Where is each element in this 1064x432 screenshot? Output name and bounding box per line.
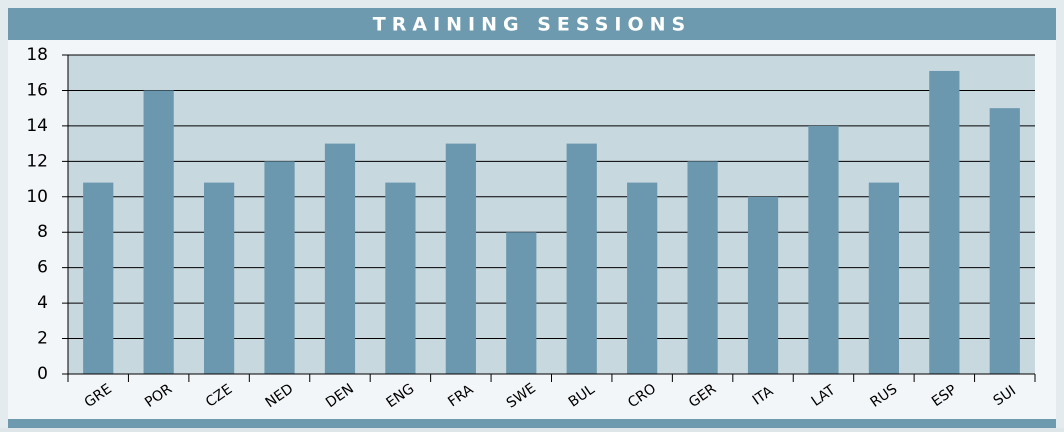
y-tick-label: 2	[37, 329, 48, 349]
bar	[203, 182, 235, 374]
bottom-bar	[8, 419, 1056, 428]
bar	[929, 70, 960, 374]
bar	[264, 161, 295, 374]
y-tick-label: 18	[26, 45, 48, 65]
bar	[868, 182, 900, 374]
y-tick-label: 0	[37, 364, 48, 384]
bar	[566, 143, 597, 374]
y-tick-label: 12	[26, 151, 48, 171]
bar	[324, 143, 356, 374]
y-tick-label: 6	[37, 258, 48, 278]
y-tick-label: 16	[26, 80, 48, 100]
bar	[143, 90, 174, 374]
bar	[506, 232, 537, 374]
y-tick-label: 8	[37, 222, 48, 242]
chart-title: TRAINING SESSIONS	[373, 14, 691, 36]
bar	[83, 182, 114, 374]
y-tick-label: 10	[26, 187, 48, 207]
bar	[808, 125, 839, 374]
bar	[445, 143, 476, 374]
bar	[747, 196, 779, 374]
y-tick-label: 4	[37, 293, 48, 313]
bar	[627, 182, 658, 374]
bar	[989, 108, 1020, 375]
bar	[687, 161, 718, 374]
title-bar	[8, 8, 1056, 40]
bar	[385, 182, 416, 374]
y-tick-label: 14	[26, 116, 48, 136]
